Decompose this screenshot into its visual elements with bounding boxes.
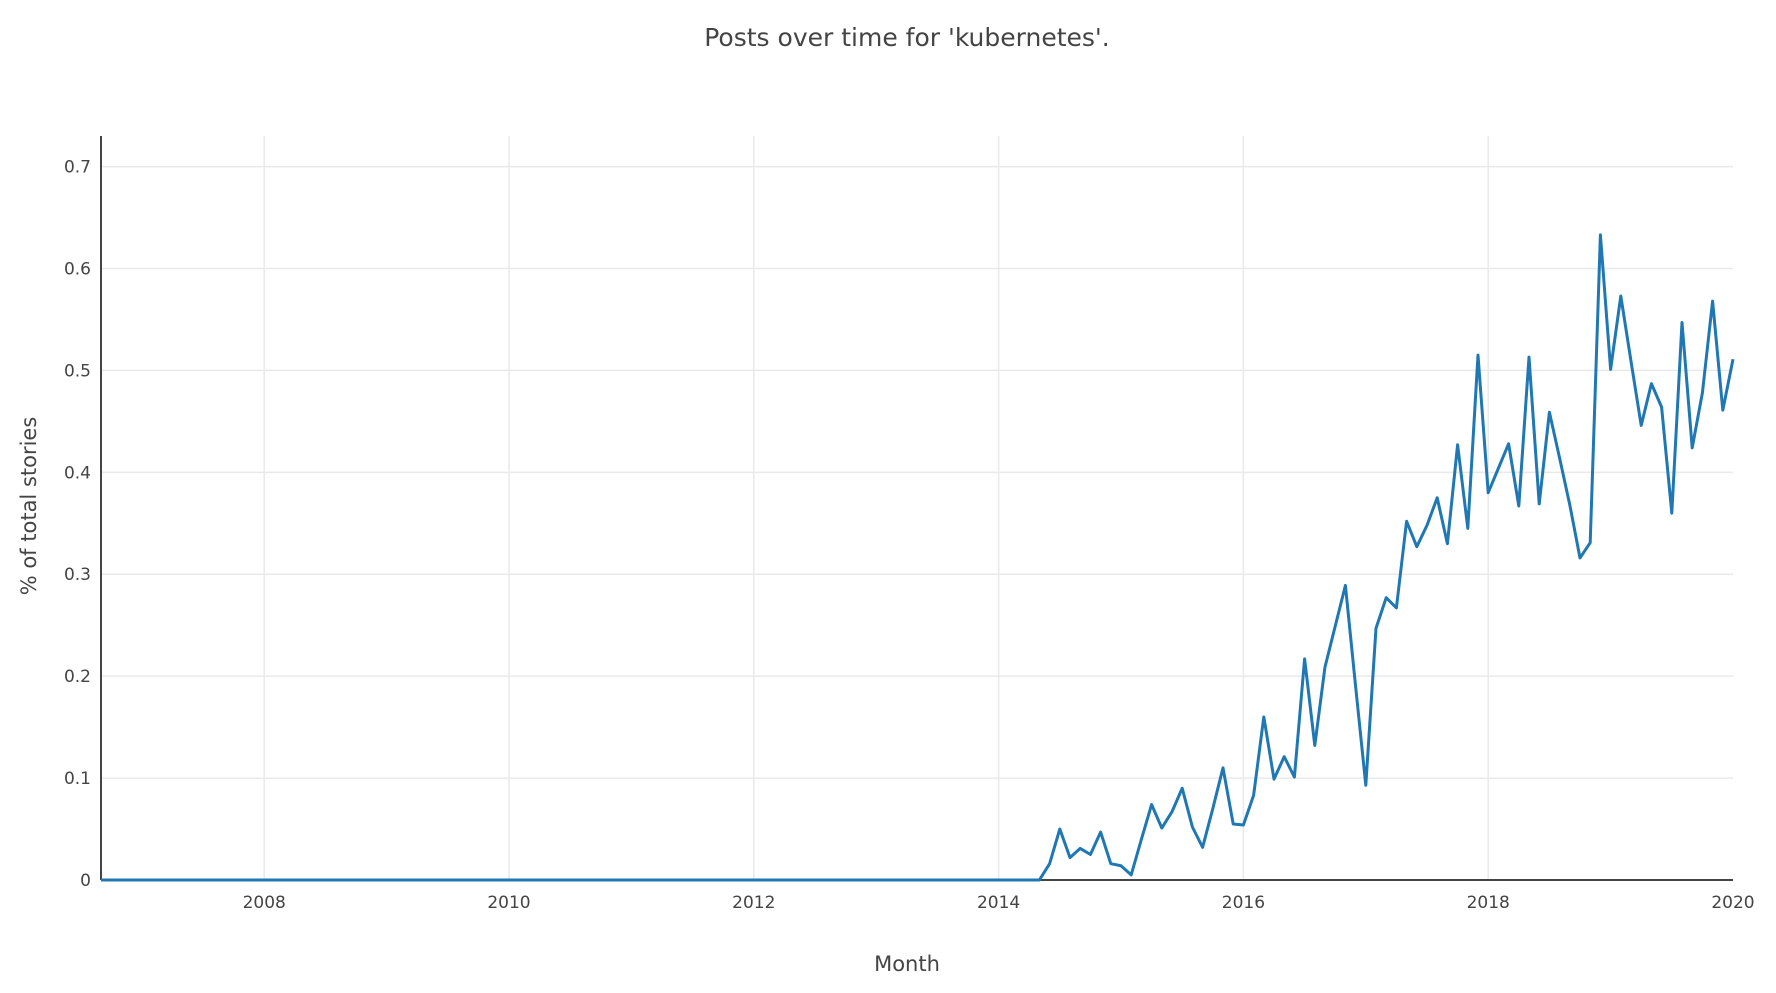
- y-tick-label: 0.2: [64, 667, 91, 687]
- x-tick-label: 2008: [243, 893, 286, 913]
- y-tick-label: 0.3: [64, 565, 91, 585]
- y-tick-label: 0.5: [64, 361, 91, 381]
- x-tick-label: 2012: [732, 893, 775, 913]
- chart-title: Posts over time for 'kubernetes'.: [704, 23, 1110, 52]
- y-axis-title: % of total stories: [17, 417, 41, 596]
- axis-layer: 2008 2010 2012 2014 2016 2018 2020 0 0.1 0.2 0.3 0.…: [64, 136, 1755, 913]
- label-layer: Posts over time for 'kubernetes'. Month …: [17, 23, 1110, 976]
- x-tick-label: 2020: [1711, 893, 1754, 913]
- y-tick-label: 0.4: [64, 463, 91, 483]
- x-axis-title: Month: [874, 952, 940, 976]
- y-tick-label: 0.1: [64, 769, 91, 789]
- x-tick-label: 2014: [977, 893, 1020, 913]
- x-tick-label: 2010: [487, 893, 530, 913]
- y-tick-label: 0.6: [64, 259, 91, 279]
- y-tick-label: 0: [80, 871, 91, 891]
- series-line: [101, 233, 1735, 882]
- y-tick-label: 0.7: [64, 158, 91, 178]
- x-tick-label: 2016: [1222, 893, 1265, 913]
- series-layer: [101, 233, 1735, 882]
- x-tick-label: 2018: [1467, 893, 1510, 913]
- grid-layer: [101, 136, 1733, 880]
